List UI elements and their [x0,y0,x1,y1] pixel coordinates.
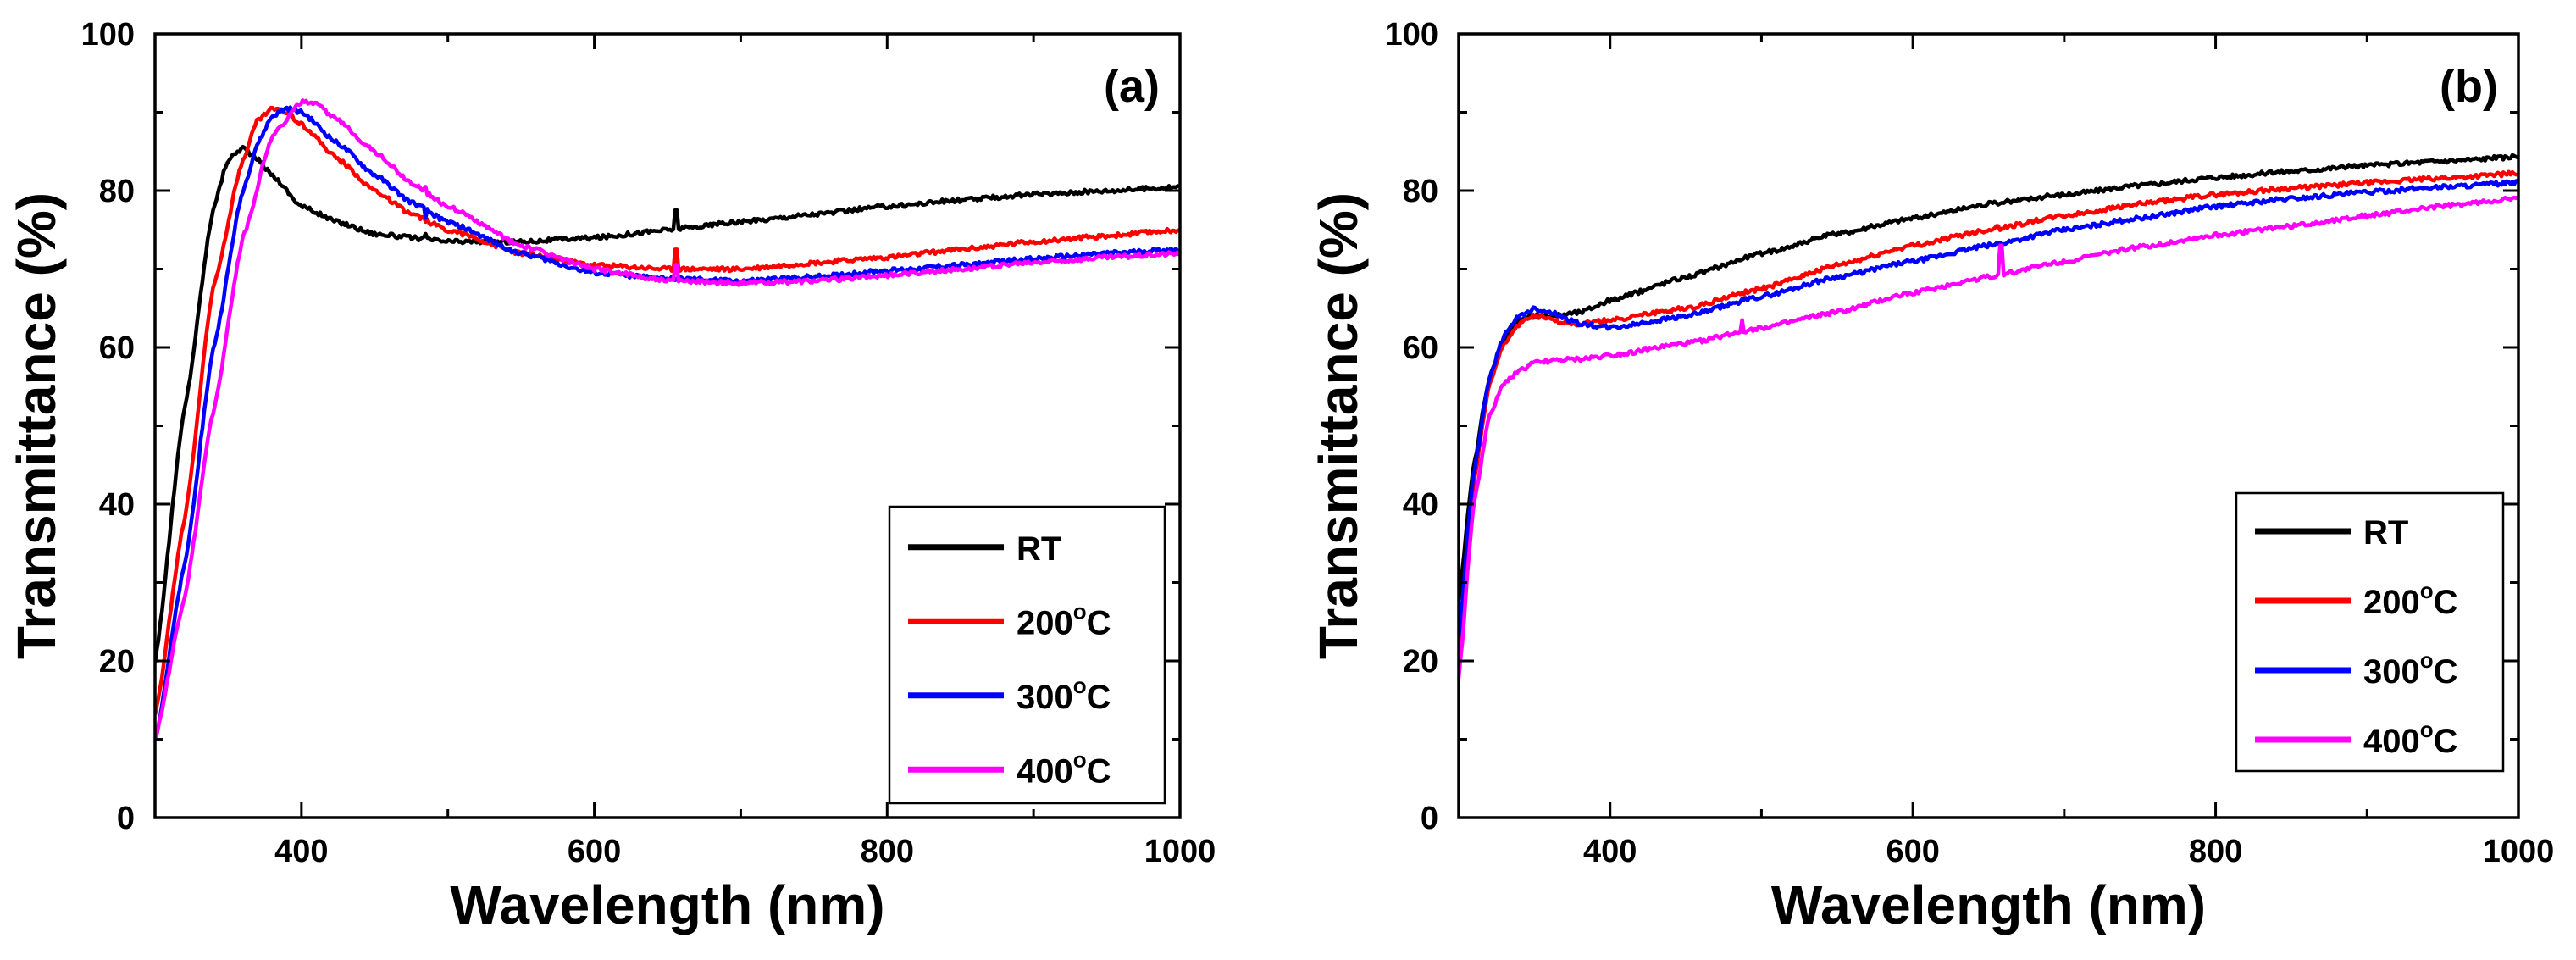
panel-b-legend-label-400: 400oC [2363,717,2458,760]
panel-a-ytick-label: 20 [99,644,135,680]
panel-a-xtick-label: 1000 [1144,834,1216,869]
panel-b-ytick-label: 20 [1403,644,1438,680]
panel-b-ytick-label: 60 [1403,330,1438,366]
panel-b-ytick-label: 80 [1403,174,1438,209]
panel-b-series-group [1459,153,2518,679]
panel-a-ytick-label: 0 [117,801,135,836]
panel-b-legend-label-300: 300oC [2363,647,2458,691]
panel-b-x-axis-title: Wavelength (nm) [1771,874,2206,935]
panel-b-chart: 400 600 800 1000 0 20 40 60 80 100 Wavelength (nm)… [1308,17,2554,935]
panel-b-series-line-rt [1459,153,2518,601]
panel-b-legend-label-rt: RT [2363,514,2408,552]
panel-b-series-line-200 [1459,169,2518,645]
panel-b-label: (b) [2440,61,2498,112]
panel-a-legend-label-200: 200oC [1017,598,1111,641]
panel-b-legend: RT 200oC 300oC 400oC [2235,491,2505,773]
panel-b-ytick-label: 0 [1421,801,1438,836]
panel-a-series-line-rt [155,144,1180,663]
panel-b-series-line-300 [1459,179,2518,638]
panel-b-xtick-label: 400 [1583,834,1637,869]
panel-a-ytick-label: 60 [99,330,135,366]
panel-a-legend-box [888,505,1166,805]
panel-b-legend-label-200: 200oC [2363,578,2458,621]
panel-a-y-axis-title: Transmittance (%) [6,192,67,659]
panel-b-xtick-label: 1000 [2483,834,2555,869]
panel-a-legend-label-300: 300oC [1017,673,1111,716]
panel-b-legend-box [2235,491,2505,773]
panel-a-xtick-label: 800 [861,834,914,869]
panel-a-series-group [155,98,1180,742]
panel-b-series-line-400 [1459,195,2518,679]
panel-b-xtick-label: 600 [1886,834,1939,869]
panel-b-ytick-label: 100 [1385,17,1438,53]
panel-a-xtick-label: 600 [568,834,621,869]
panel-a-label: (a) [1104,61,1160,112]
panel-a-ytick-label: 80 [99,174,135,209]
panel-a-chart: 400 600 800 1000 0 20 40 60 80 100 Wavelength (nm)… [6,17,1216,935]
panel-b-xtick-label: 800 [2189,834,2242,869]
panel-a-xtick-label: 400 [274,834,328,869]
panel-b-ytick-label: 40 [1403,487,1438,523]
panel-a-series-line-400 [155,98,1180,742]
panel-b-y-axis-title: Transmittance (%) [1308,192,1369,659]
panel-a-legend: RT 200oC 300oC 400oC [888,505,1166,805]
panel-a-x-axis-title: Wavelength (nm) [450,874,884,935]
panel-a-legend-label-rt: RT [1017,530,1061,568]
panel-a-ytick-label: 40 [99,487,135,523]
panel-a-series-line-200 [155,105,1180,715]
panel-a-legend-label-400: 400oC [1017,746,1111,790]
panel-a-ytick-label: 100 [81,17,135,53]
